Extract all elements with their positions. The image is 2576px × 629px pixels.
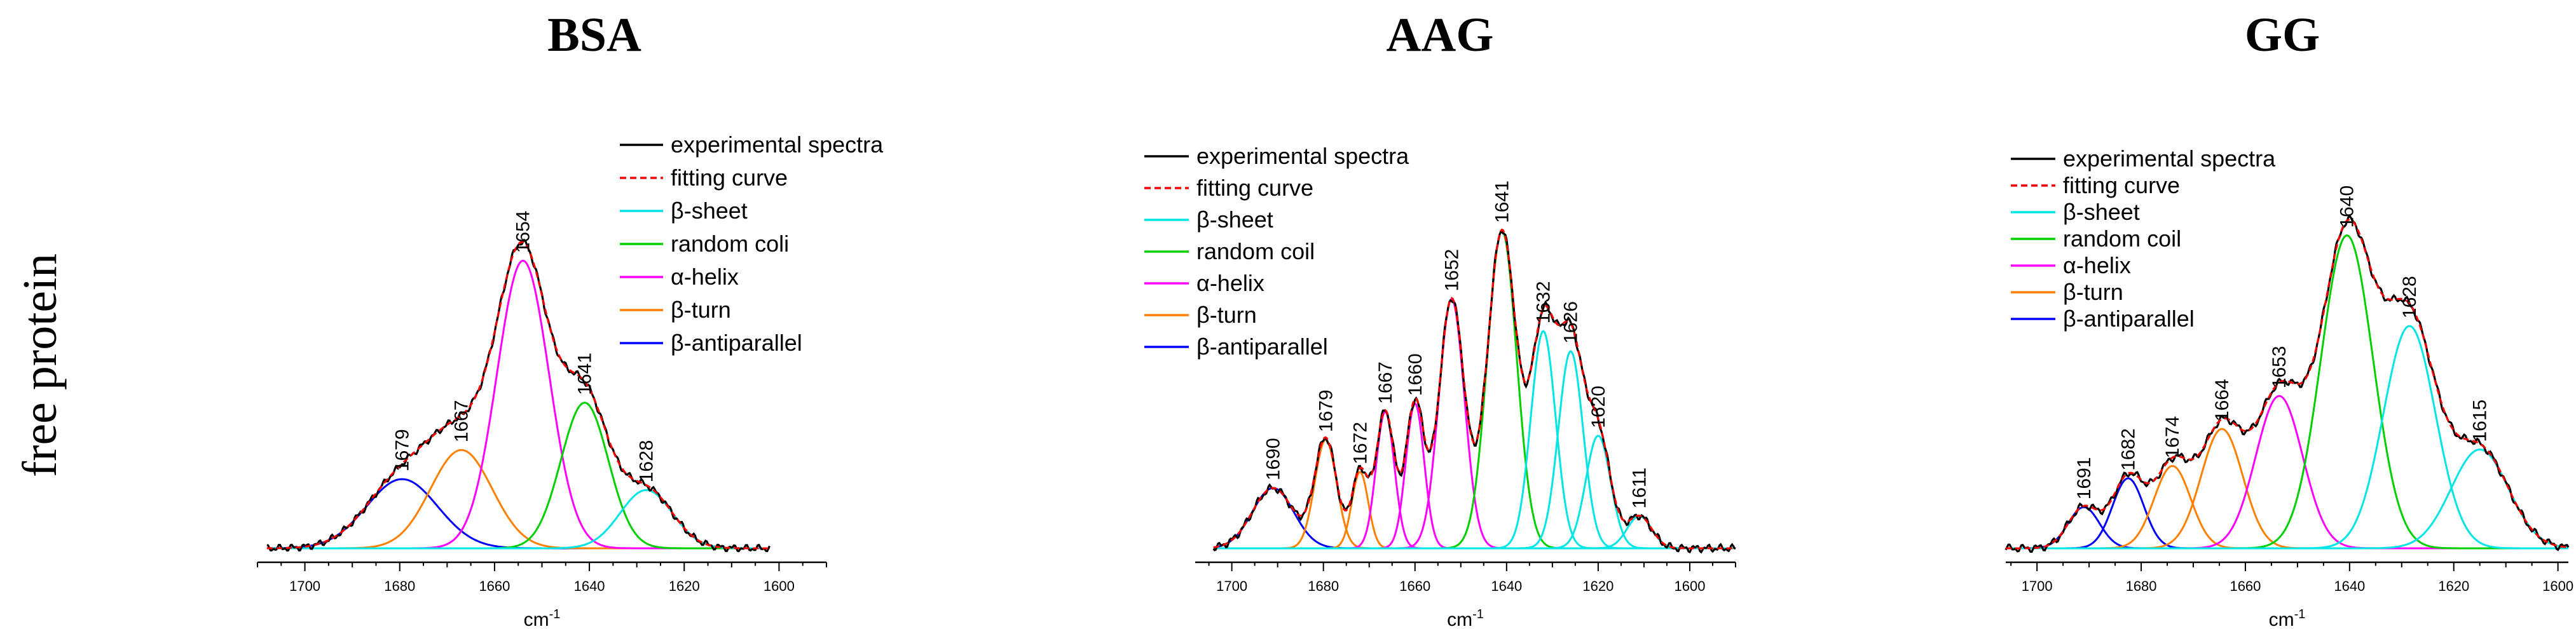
x-tick-label: 1640	[1491, 578, 1522, 594]
peak-curve-1632	[1213, 330, 1736, 550]
peak-label: 1690	[1263, 438, 1284, 480]
x-axis-label: cm-1	[2269, 607, 2306, 629]
x-tick-label: 1660	[1399, 578, 1430, 594]
experimental-spectra-curve	[1212, 230, 1736, 554]
peak-label: 1626	[1561, 301, 1582, 344]
legend-entry: experimental spectra	[1196, 143, 1409, 169]
legend-entry: random coil	[1196, 238, 1315, 264]
panel-gg: GG 1700 1680 1660 1640 1620 1600 cm-1 1691 1682 16…	[2004, 8, 2573, 629]
peak-curve-1628	[266, 489, 770, 550]
x-tick-label: 1600	[764, 578, 795, 594]
legend-entry: random coli	[671, 231, 789, 257]
legend-entry: β-antiparallel	[1196, 334, 1328, 360]
chart-title: AAG	[1387, 8, 1494, 62]
chart-title: BSA	[547, 8, 641, 62]
peak-curve-1615	[2006, 448, 2569, 550]
x-tick-label: 1700	[1216, 578, 1247, 594]
legend-entry: α-helix	[671, 264, 739, 290]
x-tick-label: 1640	[2334, 578, 2365, 594]
peak-label: 1672	[1350, 422, 1371, 464]
x-tick-label: 1660	[479, 578, 510, 594]
x-tick-label: 1600	[1674, 578, 1705, 594]
peak-label: 1679	[1315, 389, 1336, 432]
x-tick-label: 1620	[669, 578, 700, 594]
peak-label: 1667	[1375, 362, 1396, 404]
legend-entry: fitting curve	[2063, 172, 2180, 198]
fitting-curve	[266, 241, 770, 550]
x-axis-label: cm-1	[1447, 607, 1484, 629]
peak-curve-1626	[1213, 349, 1736, 550]
panel-aag: AAG 1700 1680 1660 1640 1620 1600 cm-1 1690 1679 1…	[1144, 8, 1736, 629]
peak-label: 1652	[1441, 249, 1462, 292]
peak-label: 1640	[2337, 186, 2358, 228]
peak-label: 1641	[575, 353, 596, 395]
legend-entry: β-turn	[671, 297, 731, 323]
peak-label: 1654	[513, 211, 534, 254]
legend: experimental spectra fitting curve β-sheet…	[1144, 143, 1409, 360]
peak-curve-1641	[266, 402, 770, 550]
peak-label: 1628	[636, 440, 657, 483]
peak-label: 1682	[2118, 428, 2139, 471]
chart-title: GG	[2245, 8, 2320, 62]
peak-label: 1632	[1533, 281, 1554, 323]
peak-label: 1674	[2162, 416, 2183, 459]
peak-label: 1620	[1588, 386, 1609, 428]
legend-entry: fitting curve	[1196, 175, 1313, 201]
legend-entry: β-turn	[2063, 279, 2123, 305]
peak-label: 1660	[1405, 353, 1426, 396]
x-tick-label: 1620	[2438, 578, 2469, 594]
legend-entry: β-antiparallel	[671, 330, 802, 356]
legend-entry: fitting curve	[671, 165, 788, 191]
x-tick-label: 1640	[574, 578, 605, 594]
peak-curve-1660	[1213, 402, 1736, 550]
legend-entry: experimental spectra	[2063, 145, 2276, 172]
x-tick-label: 1700	[2022, 578, 2053, 594]
peak-label: 1664	[2212, 379, 2233, 421]
x-axis-label: cm-1	[524, 607, 561, 629]
peak-label: 1641	[1492, 180, 1513, 223]
peak-label: 1628	[2399, 276, 2420, 318]
peak-label: 1679	[392, 429, 413, 471]
panel-bsa: BSA 1700 1680 1660 1640 1620 1600 cm-1 1679 1667 1…	[257, 8, 884, 629]
legend-entry: experimental spectra	[671, 132, 884, 158]
fitting-curve	[2006, 218, 2569, 550]
x-tick-label: 1680	[1308, 578, 1339, 594]
row-label: free protein	[13, 254, 67, 477]
legend-entry: random coil	[2063, 226, 2181, 252]
peak-label: 1653	[2269, 346, 2290, 388]
legend-entry: α-helix	[1196, 270, 1264, 296]
x-tick-label: 1660	[2230, 578, 2261, 594]
fitting-curve	[1213, 228, 1736, 550]
peak-curve-1667	[1213, 410, 1736, 550]
legend-entry: α-helix	[2063, 252, 2131, 278]
peak-curve-1611	[1213, 515, 1736, 550]
peak-label: 1611	[1629, 468, 1650, 509]
experimental-spectra-curve	[2004, 214, 2570, 553]
peak-label: 1691	[2074, 457, 2095, 499]
legend-entry: β-sheet	[1196, 206, 1273, 233]
legend-entry: β-turn	[1196, 302, 1257, 328]
x-tick-label: 1620	[1582, 578, 1613, 594]
legend-entry: β-antiparallel	[2063, 306, 2195, 332]
x-tick-label: 1600	[2542, 578, 2573, 594]
legend-entry: β-sheet	[2063, 199, 2140, 225]
peak-label: 1667	[451, 400, 472, 443]
x-tick-label: 1680	[384, 578, 415, 594]
peak-label: 1615	[2470, 400, 2491, 442]
legend-entry: β-sheet	[671, 198, 748, 224]
x-tick-label: 1700	[289, 578, 320, 594]
experimental-spectra-curve	[266, 238, 771, 553]
legend: experimental spectra fitting curve β-sheet…	[620, 132, 884, 356]
x-tick-label: 1680	[2126, 578, 2157, 594]
